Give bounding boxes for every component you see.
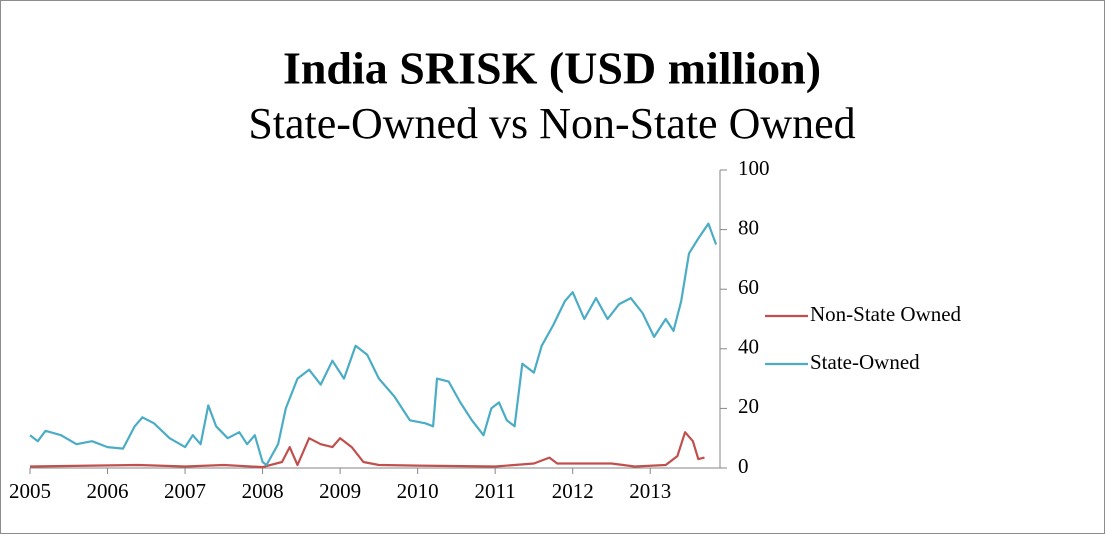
series-line <box>29 431 705 469</box>
x-tick-label: 2007 <box>164 479 206 503</box>
x-tick-label: 2011 <box>475 479 516 503</box>
x-tick-label: 2008 <box>242 479 284 503</box>
x-tick-label: 2010 <box>397 479 439 503</box>
x-tick-label: 2005 <box>9 479 51 503</box>
y-tick-label: 20 <box>738 394 759 418</box>
x-tick-label: 2012 <box>552 479 594 503</box>
legend-label: Non-State Owned <box>810 302 962 326</box>
x-tick-label: 2006 <box>87 479 129 503</box>
y-tick-label: 0 <box>738 454 749 478</box>
x-tick-label: 2013 <box>629 479 671 503</box>
legend-label: State-Owned <box>810 350 920 374</box>
chart-title: India SRISK (USD million) <box>283 43 821 94</box>
y-tick-label: 40 <box>738 335 759 359</box>
y-tick-label: 80 <box>738 215 759 239</box>
y-tick-label: 100 <box>738 156 770 180</box>
x-tick-label: 2009 <box>319 479 361 503</box>
series-line <box>29 222 718 467</box>
chart-subtitle: State-Owned vs Non-State Owned <box>248 99 855 148</box>
y-tick-label: 60 <box>738 275 759 299</box>
